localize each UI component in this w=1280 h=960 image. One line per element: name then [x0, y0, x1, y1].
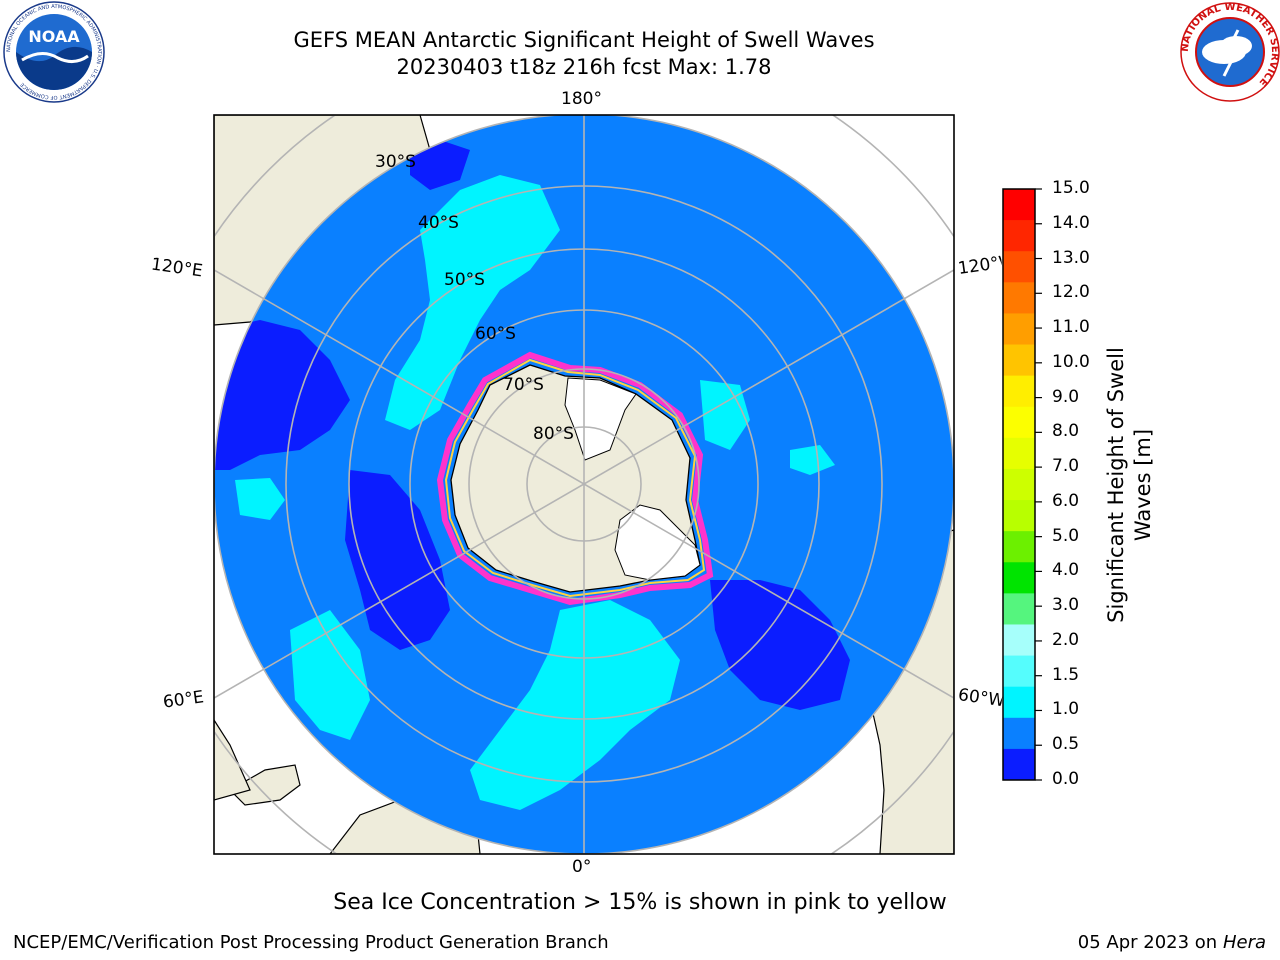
sea-ice-footnote: Sea Ice Concentration > 15% is shown in …	[333, 890, 947, 915]
colorbar-tick-label: 0.0	[1052, 769, 1080, 789]
madagascar-land	[229, 764, 301, 806]
colorbar-tick-label: 13.0	[1052, 247, 1090, 268]
colorbar-swatch	[1003, 251, 1035, 283]
colorbar-swatch	[1003, 313, 1035, 346]
lon-label-bottom: 0°	[572, 857, 592, 877]
colorbar-tick-label: 1.5	[1052, 664, 1080, 685]
colorbar-swatch	[1003, 220, 1035, 252]
lat-label-50: 50°S	[444, 270, 485, 290]
chart-subtitle: 20230403 t18z 216h fcst Max: 1.78	[396, 55, 772, 79]
lat-label-40: 40°S	[418, 213, 459, 233]
colorbar-swatch	[1003, 655, 1035, 688]
nws-logo: NATIONAL WEATHER SERVICE	[1180, 2, 1280, 102]
colorbar-swatch	[1003, 686, 1035, 719]
swell-region-high-west	[235, 478, 285, 520]
colorbar-swatch	[1003, 531, 1035, 563]
colorbar-frame	[1002, 188, 1036, 781]
swell-region-high-east	[700, 380, 750, 450]
colorbar-swatch	[1003, 282, 1035, 314]
colorbar-tick-label: 7.0	[1052, 456, 1080, 477]
map-frame	[213, 114, 955, 855]
colorbar-swatch	[1003, 437, 1035, 470]
colorbar-swatch	[1003, 468, 1035, 501]
colorbar-tick-label: 14.0	[1052, 212, 1090, 233]
colorbar-tick-label: 3.0	[1052, 595, 1080, 616]
colorbar-swatch	[1003, 717, 1035, 750]
meridian-60e-120w	[214, 269, 954, 699]
colorbar-tick-label: 2.0	[1052, 629, 1080, 650]
colorbar-label: Significant Height of Swell Waves [m]	[1104, 347, 1155, 623]
indian-land	[214, 718, 251, 801]
sea-ice-edge-pink	[436, 351, 714, 606]
sea-ice-edge-yellow	[444, 358, 706, 598]
producer-credit: NCEP/EMC/Verification Post Processing Pr…	[13, 932, 609, 953]
swell-region-high-east2	[790, 445, 835, 475]
swell-region-low-southwest	[345, 470, 450, 650]
colorbar-tick-label: 5.0	[1052, 525, 1080, 546]
swell-region-high-north	[385, 175, 560, 430]
colorbar-tick-label: 15.0	[1052, 178, 1090, 198]
noaa-logo-text: NOAA	[28, 27, 80, 46]
issue-date: 05 Apr 2023 on Hera	[1078, 932, 1266, 953]
lat-label-70: 70°S	[503, 375, 544, 395]
colorbar	[1002, 188, 1042, 781]
colorbar-tick-label: 6.0	[1052, 490, 1080, 511]
colorbar-swatch	[1003, 375, 1035, 408]
colorbar-tick-label: 11.0	[1052, 317, 1090, 338]
lat-label-60: 60°S	[475, 324, 516, 344]
issue-date-prefix: 05 Apr 2023 on	[1077, 932, 1223, 953]
colorbar-tick-label: 12.0	[1052, 282, 1090, 303]
host-name: Hera	[1222, 932, 1266, 953]
colorbar-tick-label: 9.0	[1052, 386, 1080, 407]
graticule	[214, 115, 954, 854]
swell-region-low-west	[214, 320, 350, 470]
chart-title: GEFS MEAN Antarctic Significant Height o…	[293, 28, 875, 52]
noaa-logo: NOAA NATIONAL OCEANIC AND ATMOSPHERIC AD…	[3, 1, 105, 103]
lat-label-80: 80°S	[533, 424, 574, 444]
colorbar-swatch	[1003, 748, 1035, 781]
colorbar-swatch	[1003, 624, 1035, 657]
colorbar-tick-label: 4.0	[1052, 560, 1080, 581]
ross-ice-shelf	[564, 377, 637, 461]
swell-region-low-nw	[410, 140, 470, 190]
swell-region-low-southeast	[710, 580, 850, 710]
lat-label-30: 30°S	[375, 152, 416, 172]
lon-label-top: 180°	[561, 89, 602, 109]
colorbar-tick-label: 0.5	[1052, 734, 1080, 755]
colorbar-swatch	[1003, 593, 1035, 625]
colorbar-tick-label: 8.0	[1052, 421, 1080, 442]
weddell-ice-shelf	[614, 504, 701, 581]
colorbar-swatch	[1003, 562, 1035, 594]
colorbar-swatch	[1003, 500, 1035, 532]
colorbar-tick-label: 1.0	[1052, 699, 1080, 720]
colorbar-swatch	[1003, 344, 1035, 377]
colorbar-tick-label: 10.0	[1052, 351, 1090, 372]
colorbar-swatch	[1003, 189, 1035, 221]
colorbar-swatch	[1003, 406, 1035, 439]
